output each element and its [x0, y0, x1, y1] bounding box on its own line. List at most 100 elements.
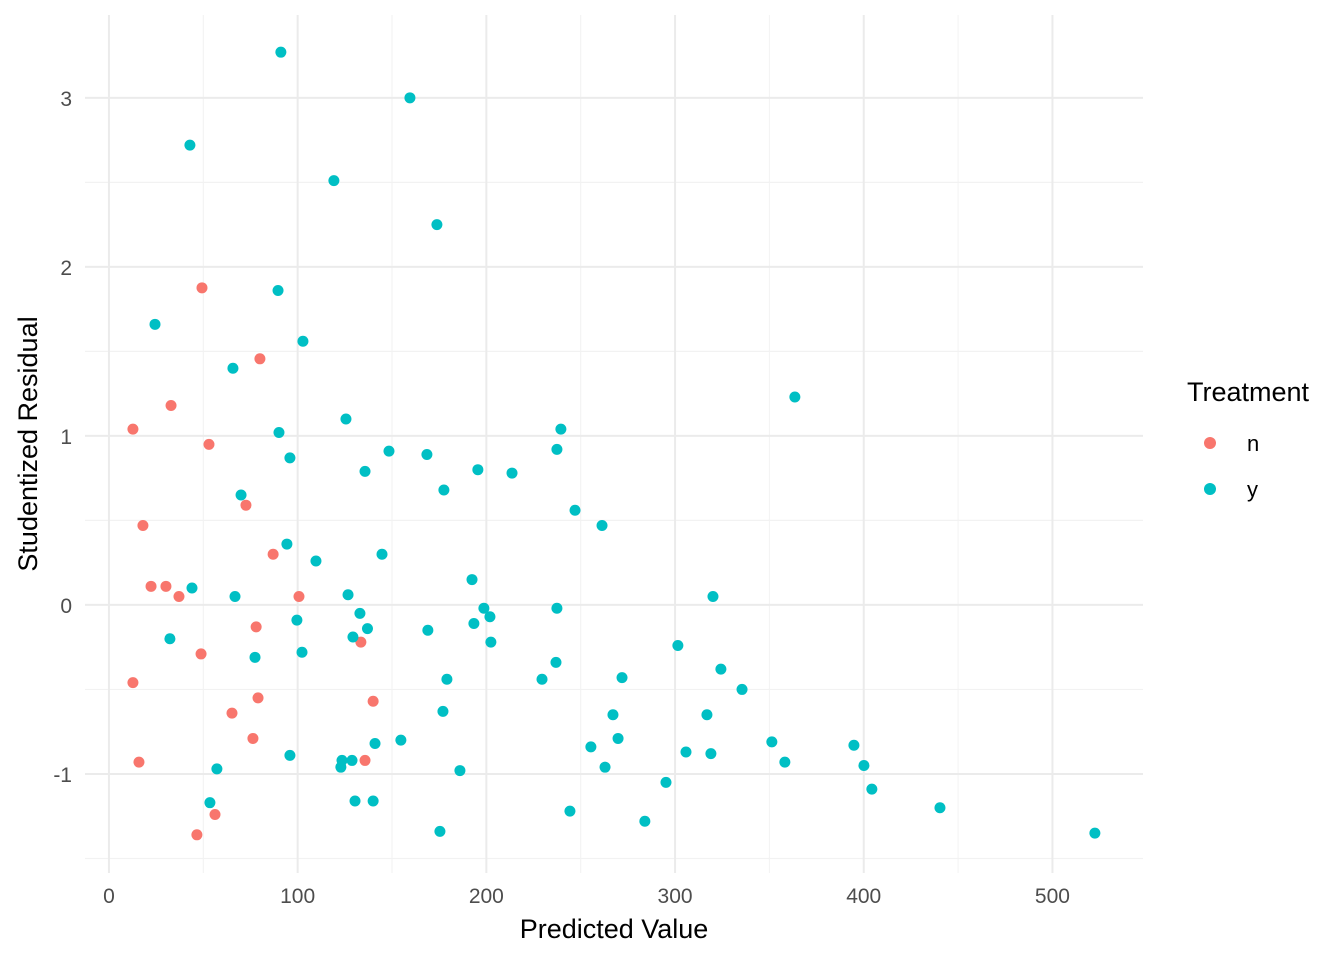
data-point-n — [367, 695, 379, 707]
data-point-y — [369, 738, 381, 750]
data-point-y — [472, 464, 484, 476]
data-point-n — [226, 707, 238, 719]
data-point-y — [866, 783, 878, 795]
data-point-y — [204, 797, 216, 809]
data-point-y — [310, 555, 322, 567]
data-point-y — [273, 427, 285, 439]
data-point-y — [164, 633, 176, 645]
data-point-n — [196, 282, 208, 294]
data-point-y — [291, 614, 303, 626]
data-point-y — [555, 423, 567, 435]
data-point-y — [275, 46, 287, 58]
legend-key-y — [1204, 483, 1216, 495]
data-point-n — [267, 548, 279, 560]
data-point-y — [551, 602, 563, 614]
data-point-y — [211, 763, 223, 775]
y-axis-label: Studentized Residual — [13, 316, 43, 571]
data-point-n — [252, 692, 264, 704]
data-point-y — [340, 413, 352, 425]
data-point-y — [564, 805, 576, 817]
data-point-y — [672, 639, 684, 651]
data-point-y — [466, 574, 478, 586]
data-point-y — [585, 741, 597, 753]
data-point-y — [328, 175, 340, 187]
data-point-y — [660, 776, 672, 788]
legend-title: Treatment — [1187, 377, 1310, 407]
data-point-n — [209, 809, 221, 821]
x-tick-label: 500 — [1035, 885, 1070, 908]
data-point-y — [536, 673, 548, 685]
data-point-n — [127, 423, 139, 435]
data-point-n — [137, 519, 149, 531]
data-point-y — [596, 519, 608, 531]
data-point-y — [485, 636, 497, 648]
legend: Treatment n y — [1187, 377, 1310, 502]
data-point-y — [858, 759, 870, 771]
data-point-y — [438, 484, 450, 496]
data-point-y — [599, 761, 611, 773]
data-point-y — [249, 651, 261, 663]
data-point-y — [707, 590, 719, 602]
data-point-y — [551, 443, 563, 455]
data-point-y — [229, 590, 241, 602]
data-point-n — [359, 754, 371, 766]
y-tick-label: 3 — [60, 88, 72, 111]
data-point-n — [254, 353, 266, 365]
legend-label-y: y — [1247, 477, 1258, 502]
data-point-n — [247, 732, 259, 744]
data-point-y — [789, 391, 801, 403]
x-axis-ticks: 0 100 200 300 400 500 — [103, 885, 1070, 908]
data-point-y — [484, 611, 496, 623]
data-point-y — [349, 795, 361, 807]
data-point-y — [227, 362, 239, 374]
data-point-y — [297, 335, 309, 347]
data-point-y — [422, 624, 434, 636]
data-point-y — [934, 802, 946, 814]
data-point-y — [342, 589, 354, 601]
grid — [85, 15, 1143, 873]
data-point-n — [355, 636, 367, 648]
data-point-y — [736, 683, 748, 695]
data-point-n — [127, 677, 139, 689]
data-point-n — [203, 438, 215, 450]
data-point-y — [235, 489, 247, 501]
data-point-y — [441, 673, 453, 685]
x-tick-label: 200 — [469, 885, 504, 908]
y-tick-label: -1 — [53, 764, 72, 787]
data-point-y — [431, 219, 443, 231]
legend-label-n: n — [1247, 431, 1259, 456]
data-point-y — [434, 825, 446, 837]
data-point-y — [705, 748, 717, 760]
data-point-y — [404, 92, 416, 104]
x-tick-label: 400 — [846, 885, 881, 908]
data-point-y — [281, 538, 293, 550]
x-tick-label: 300 — [658, 885, 693, 908]
y-tick-label: 2 — [60, 257, 72, 280]
data-point-y — [680, 746, 692, 758]
data-point-y — [715, 663, 727, 675]
data-point-y — [701, 709, 713, 721]
points — [127, 46, 1101, 841]
y-tick-label: 1 — [60, 426, 72, 449]
data-point-y — [550, 656, 562, 668]
x-tick-label: 0 — [103, 885, 115, 908]
data-point-n — [133, 756, 145, 768]
data-point-y — [354, 607, 366, 619]
data-point-y — [848, 739, 860, 751]
data-point-n — [240, 499, 252, 511]
data-point-n — [160, 580, 172, 592]
data-point-y — [284, 452, 296, 464]
x-tick-label: 100 — [280, 885, 315, 908]
data-point-y — [383, 445, 395, 457]
data-point-n — [195, 648, 207, 660]
data-point-y — [607, 709, 619, 721]
data-point-y — [284, 749, 296, 761]
data-point-y — [335, 761, 347, 773]
data-point-y — [346, 754, 358, 766]
data-point-y — [367, 795, 379, 807]
data-point-n — [191, 829, 203, 841]
data-point-y — [296, 646, 308, 658]
data-point-y — [478, 602, 490, 614]
